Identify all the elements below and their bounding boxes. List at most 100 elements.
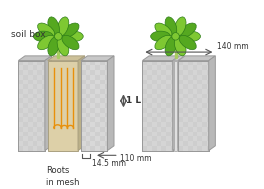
Ellipse shape (175, 17, 186, 36)
Bar (171, 117, 173, 122)
Bar (90, 117, 95, 122)
Bar (166, 113, 171, 117)
Bar (23, 65, 28, 70)
Bar (178, 61, 209, 151)
Bar (18, 136, 23, 141)
Bar (23, 94, 28, 98)
Bar (95, 122, 100, 127)
Bar (152, 146, 157, 151)
Bar (37, 61, 42, 65)
Ellipse shape (48, 17, 59, 36)
Bar (37, 98, 42, 103)
Bar (161, 127, 166, 132)
Bar (197, 108, 202, 113)
Bar (147, 122, 152, 127)
Ellipse shape (62, 35, 79, 50)
Bar (202, 84, 207, 89)
Bar (37, 89, 42, 94)
Bar (142, 89, 147, 94)
Bar (42, 141, 45, 146)
Bar (171, 61, 173, 65)
Bar (105, 94, 107, 98)
Bar (178, 146, 183, 151)
Bar (152, 127, 157, 132)
Bar (18, 70, 23, 75)
Bar (193, 113, 197, 117)
Bar (178, 61, 183, 65)
Bar (28, 117, 32, 122)
Bar (81, 61, 107, 151)
Bar (42, 65, 45, 70)
Bar (178, 117, 183, 122)
Ellipse shape (37, 23, 55, 37)
Bar (166, 141, 171, 146)
Bar (197, 98, 202, 103)
Bar (142, 127, 147, 132)
Bar (202, 141, 207, 146)
Bar (42, 94, 45, 98)
Bar (86, 141, 90, 146)
Bar (100, 146, 105, 151)
Bar (207, 61, 209, 65)
Bar (152, 80, 157, 84)
Polygon shape (48, 56, 85, 61)
Bar (166, 94, 171, 98)
Bar (142, 146, 147, 151)
Bar (86, 113, 90, 117)
Bar (171, 146, 173, 151)
Bar (188, 146, 193, 151)
Bar (147, 113, 152, 117)
Bar (42, 122, 45, 127)
Bar (95, 113, 100, 117)
Bar (178, 127, 183, 132)
Bar (32, 132, 37, 136)
Bar (166, 103, 171, 108)
Bar (37, 108, 42, 113)
Bar (171, 70, 173, 75)
Bar (48, 61, 78, 151)
Bar (32, 84, 37, 89)
Bar (28, 89, 32, 94)
Bar (18, 98, 23, 103)
Bar (28, 80, 32, 84)
Bar (28, 146, 32, 151)
Bar (178, 80, 183, 84)
Bar (23, 132, 28, 136)
Bar (207, 117, 209, 122)
Ellipse shape (155, 23, 172, 37)
Bar (42, 132, 45, 136)
Ellipse shape (48, 37, 59, 56)
Bar (81, 89, 86, 94)
Bar (197, 80, 202, 84)
Bar (147, 84, 152, 89)
Bar (105, 132, 107, 136)
Bar (188, 136, 193, 141)
Bar (188, 127, 193, 132)
Bar (100, 98, 105, 103)
Bar (18, 108, 23, 113)
Ellipse shape (165, 37, 177, 56)
Bar (161, 98, 166, 103)
Bar (188, 70, 193, 75)
Bar (178, 89, 183, 94)
Bar (90, 127, 95, 132)
Circle shape (55, 33, 62, 40)
Bar (37, 117, 42, 122)
Bar (95, 75, 100, 80)
Bar (157, 113, 161, 117)
Ellipse shape (37, 35, 55, 50)
Bar (161, 80, 166, 84)
Bar (142, 136, 147, 141)
Bar (188, 89, 193, 94)
Bar (100, 61, 105, 65)
Bar (23, 84, 28, 89)
Bar (157, 84, 161, 89)
Bar (207, 98, 209, 103)
Ellipse shape (63, 31, 83, 42)
Bar (161, 61, 166, 65)
Bar (157, 65, 161, 70)
Bar (95, 132, 100, 136)
Bar (90, 80, 95, 84)
Bar (161, 89, 166, 94)
Bar (100, 80, 105, 84)
